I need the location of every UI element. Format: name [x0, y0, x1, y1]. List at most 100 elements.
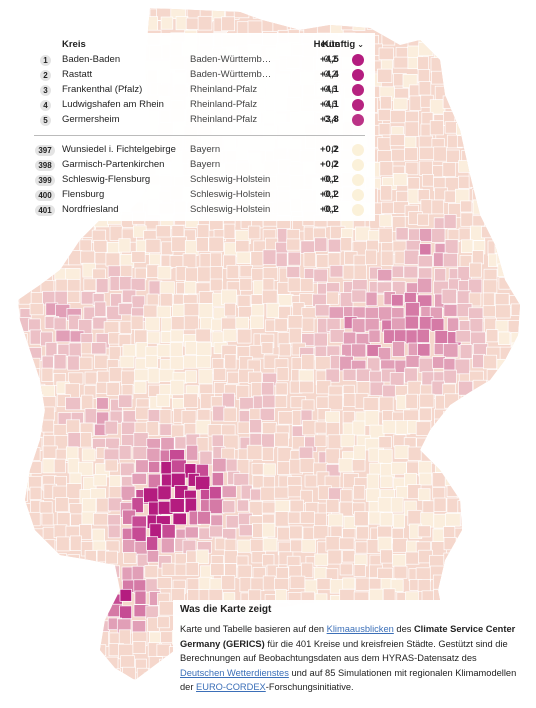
district-cell[interactable] — [196, 224, 210, 239]
district-cell[interactable] — [262, 249, 277, 265]
district-cell[interactable] — [378, 396, 394, 413]
district-cell[interactable] — [108, 346, 121, 361]
district-cell[interactable] — [510, 409, 523, 422]
district-cell[interactable] — [405, 393, 418, 409]
district-cell[interactable] — [118, 394, 133, 408]
district-cell[interactable] — [497, 578, 514, 595]
district-cell[interactable] — [508, 99, 520, 113]
district-cell[interactable] — [66, 483, 82, 499]
district-cell[interactable] — [300, 562, 314, 579]
district-cell[interactable] — [29, 670, 42, 683]
district-cell[interactable] — [469, 43, 482, 57]
district-cell[interactable] — [499, 446, 515, 461]
district-cell[interactable] — [106, 565, 120, 579]
district-cell[interactable] — [447, 420, 463, 436]
district-cell[interactable] — [365, 249, 378, 266]
district-cell[interactable] — [460, 107, 474, 123]
district-cell[interactable] — [286, 266, 301, 278]
district-cell[interactable] — [444, 462, 458, 477]
district-cell[interactable] — [443, 537, 457, 551]
district-cell[interactable] — [120, 655, 135, 668]
district-cell[interactable] — [513, 30, 525, 47]
district-cell[interactable] — [508, 136, 523, 152]
district-cell[interactable] — [157, 485, 172, 501]
district-cell[interactable] — [512, 214, 528, 228]
district-cell[interactable] — [119, 264, 133, 279]
district-cell[interactable] — [2, 305, 16, 318]
district-cell[interactable] — [26, 554, 40, 569]
district-cell[interactable] — [119, 320, 132, 334]
district-cell[interactable] — [149, 523, 162, 539]
district-cell[interactable] — [54, 641, 66, 655]
district-cell[interactable] — [26, 8, 43, 22]
district-cell[interactable] — [96, 397, 109, 410]
district-cell[interactable] — [431, 199, 445, 215]
district-cell[interactable] — [457, 450, 471, 464]
district-cell[interactable] — [391, 148, 406, 162]
district-cell[interactable] — [170, 459, 187, 474]
district-cell[interactable] — [18, 617, 33, 631]
district-cell[interactable] — [446, 485, 461, 498]
district-cell[interactable] — [6, 632, 19, 646]
district-cell[interactable] — [327, 0, 341, 4]
district-cell[interactable] — [2, 127, 14, 138]
district-cell[interactable] — [15, 553, 28, 569]
district-cell[interactable] — [53, 225, 69, 240]
district-cell[interactable] — [380, 250, 394, 266]
district-cell[interactable] — [454, 358, 471, 375]
district-cell[interactable] — [416, 5, 431, 19]
district-cell[interactable] — [342, 331, 357, 345]
district-cell[interactable] — [364, 410, 380, 426]
district-cell[interactable] — [486, 189, 502, 205]
district-cell[interactable] — [82, 0, 97, 5]
district-cell[interactable] — [144, 565, 159, 579]
district-cell[interactable] — [513, 463, 525, 476]
district-cell[interactable] — [316, 21, 332, 34]
link-dwd[interactable]: Deutschen Wetterdienstes — [180, 667, 289, 678]
district-cell[interactable] — [136, 0, 148, 7]
district-cell[interactable] — [417, 525, 431, 538]
district-cell[interactable] — [443, 304, 459, 317]
district-cell[interactable] — [433, 513, 447, 529]
district-cell[interactable] — [26, 20, 41, 32]
district-cell[interactable] — [469, 318, 484, 333]
district-cell[interactable] — [486, 329, 499, 343]
district-cell[interactable] — [265, 7, 279, 19]
district-cell[interactable] — [456, 32, 470, 46]
district-cell[interactable] — [417, 69, 431, 84]
district-cell[interactable] — [483, 354, 498, 370]
district-cell[interactable] — [108, 668, 121, 682]
district-cell[interactable] — [237, 421, 250, 434]
district-cell[interactable] — [28, 318, 41, 331]
district-cell[interactable] — [78, 652, 93, 668]
district-cell[interactable] — [262, 476, 276, 489]
district-cell[interactable] — [418, 42, 434, 57]
district-cell[interactable] — [3, 399, 14, 411]
district-cell[interactable] — [174, 436, 187, 450]
district-cell[interactable] — [119, 605, 132, 619]
district-cell[interactable] — [484, 395, 500, 411]
district-cell[interactable] — [78, 356, 93, 371]
district-cell[interactable] — [513, 277, 526, 290]
district-cell[interactable] — [41, 419, 55, 433]
district-cell[interactable] — [339, 563, 354, 576]
district-cell[interactable] — [197, 510, 211, 525]
district-cell[interactable] — [468, 459, 483, 475]
district-cell[interactable] — [472, 379, 487, 395]
district-cell[interactable] — [508, 225, 520, 241]
district-cell[interactable] — [3, 200, 16, 212]
district-cell[interactable] — [498, 486, 513, 502]
district-cell[interactable] — [16, 185, 28, 200]
district-cell[interactable] — [261, 501, 276, 514]
district-cell[interactable] — [377, 137, 391, 153]
district-cell[interactable] — [105, 8, 118, 22]
district-cell[interactable] — [457, 500, 472, 513]
district-cell[interactable] — [146, 421, 159, 436]
district-cell[interactable] — [495, 551, 511, 566]
district-cell[interactable] — [29, 602, 43, 618]
district-cell[interactable] — [418, 18, 431, 33]
district-cell[interactable] — [94, 354, 109, 369]
district-cell[interactable] — [43, 19, 59, 32]
district-cell[interactable] — [378, 306, 394, 322]
district-cell[interactable] — [444, 565, 458, 581]
